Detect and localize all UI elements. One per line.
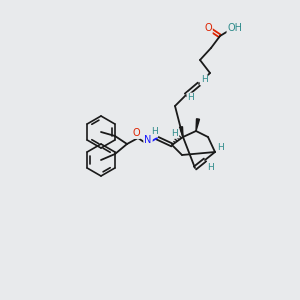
Text: N: N (144, 135, 152, 145)
Text: H: H (172, 128, 178, 137)
Polygon shape (179, 127, 183, 137)
Text: OH: OH (227, 23, 242, 33)
Text: O: O (204, 23, 212, 33)
Text: O: O (132, 128, 140, 138)
Text: H: H (188, 94, 194, 103)
Text: H: H (207, 164, 213, 172)
Text: H: H (201, 76, 207, 85)
Polygon shape (196, 119, 200, 131)
Text: H: H (151, 128, 158, 136)
Text: H: H (218, 143, 224, 152)
